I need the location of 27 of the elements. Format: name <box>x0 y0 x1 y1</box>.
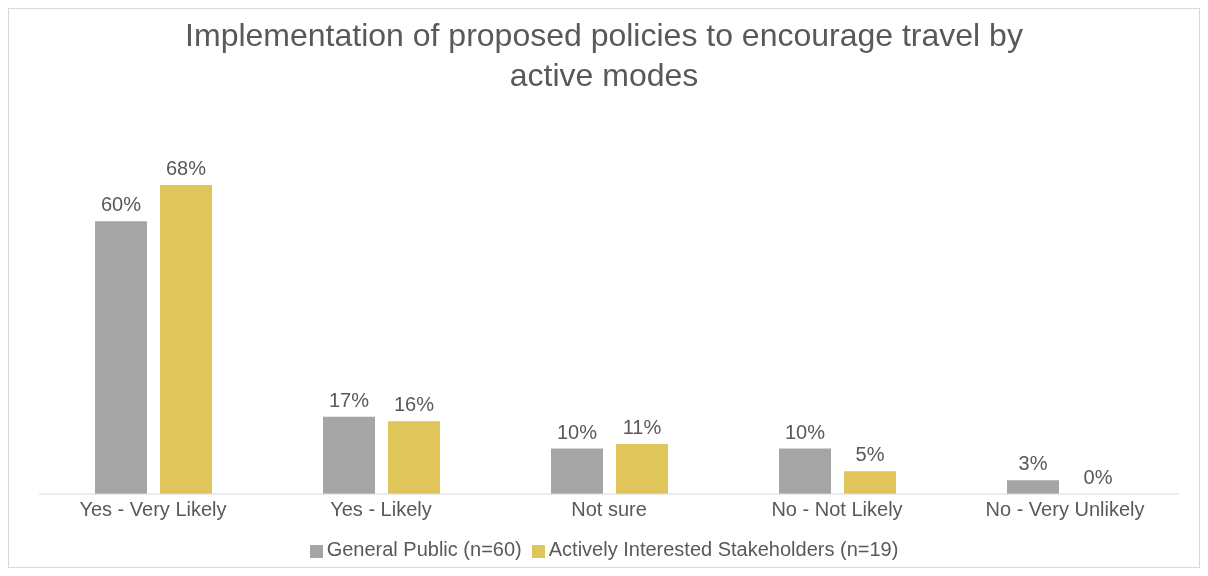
data-label: 0% <box>1083 465 1113 488</box>
data-label: 10% <box>784 420 826 443</box>
data-label: 17% <box>328 388 370 411</box>
x-tick-label: Not sure <box>571 498 647 521</box>
bar <box>160 185 212 494</box>
bar <box>1007 480 1059 494</box>
x-tick-label: No - Very Unlikely <box>985 498 1145 521</box>
data-label: 5% <box>855 443 885 466</box>
bar <box>323 416 375 494</box>
data-label: 16% <box>393 393 435 416</box>
chart-title: Implementation of proposed policies to encourage travel by active modes <box>184 16 1024 95</box>
data-label: 3% <box>1018 452 1048 475</box>
x-tick-label: No - Not Likely <box>771 498 903 521</box>
data-label: 68% <box>165 157 207 179</box>
data-label: 10% <box>556 420 598 443</box>
bar <box>95 221 147 494</box>
x-tick-label: Yes - Very Likely <box>79 498 227 521</box>
bar <box>779 448 831 494</box>
legend-label: Actively Interested Stakeholders (n=19) <box>548 538 899 560</box>
data-label: 11% <box>622 416 662 439</box>
data-label: 60% <box>100 193 142 216</box>
x-tick-label: Yes - Likely <box>330 498 432 521</box>
legend-label: General Public (n=60) <box>326 538 522 560</box>
bar <box>844 471 896 494</box>
bar <box>551 448 603 494</box>
bar <box>616 444 668 494</box>
bar <box>388 421 440 494</box>
